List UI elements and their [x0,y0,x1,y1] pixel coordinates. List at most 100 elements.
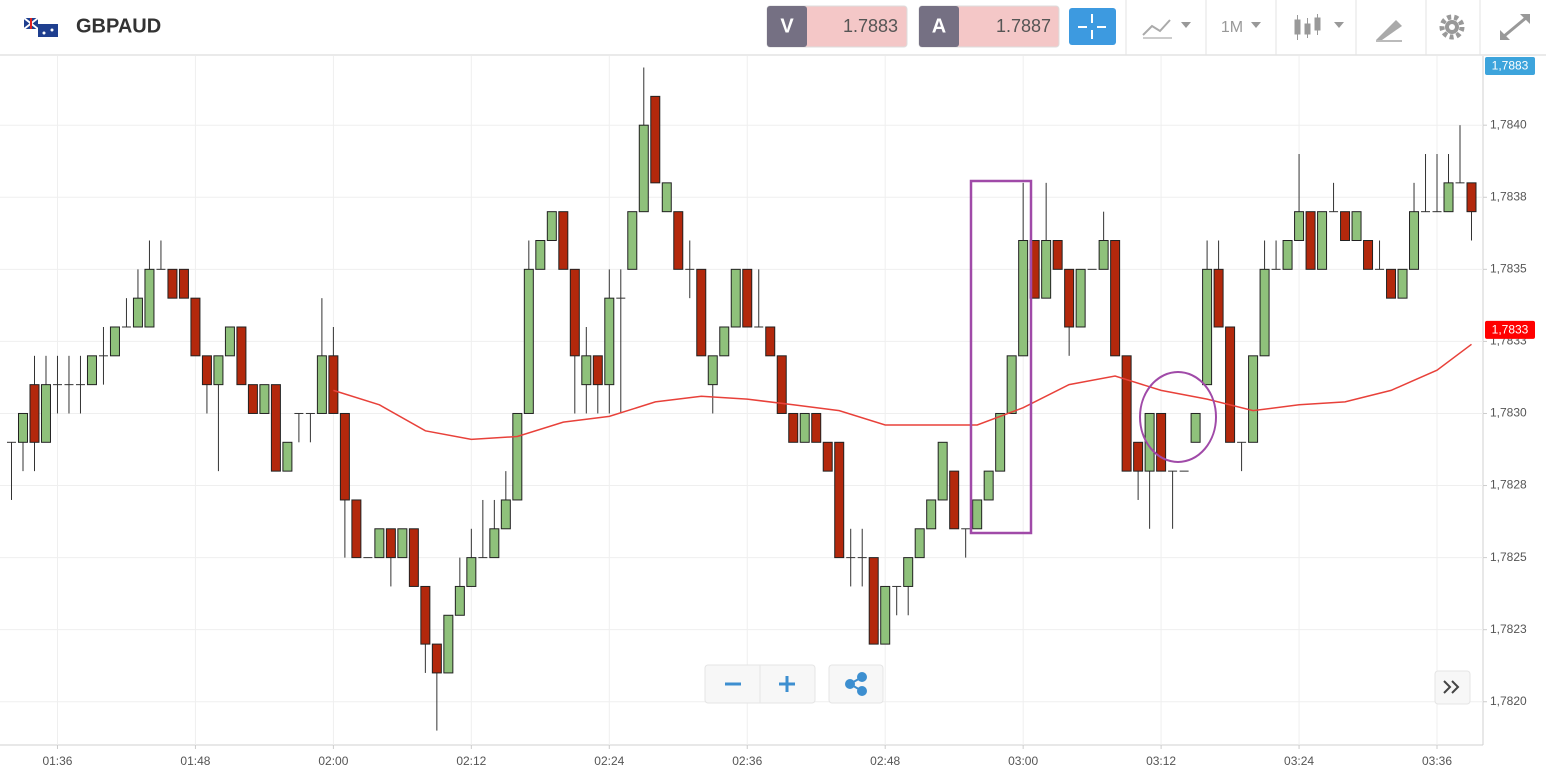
candle-body [1294,211,1305,242]
share-button[interactable] [828,664,884,704]
candle-body [213,355,224,386]
candle-body [1248,355,1259,443]
candle-body [64,384,74,386]
candle-body [627,211,638,270]
y-tick-label: 1,7828 [1490,478,1527,492]
candle-body [1329,211,1339,213]
grid: 1,7820 1,7823 1,7825 1,7828 1,7830 1,7833 1,78… [0,56,1527,768]
candle-body [1064,268,1075,328]
candle-body [1179,470,1189,472]
candle-body [1317,211,1328,270]
candle-body [937,441,948,501]
candle-body [1202,268,1213,386]
zoom-in-button[interactable] [779,676,795,692]
candle-body [868,557,879,645]
toolbar-separators [1125,0,1481,55]
candle-body [443,614,454,674]
last-price-label: 1,7833 [1492,323,1529,337]
buy-price: 1.7887 [996,16,1051,36]
candle-body [857,557,867,559]
crosshair-button[interactable] [1069,8,1116,45]
chart-type-button[interactable] [1294,14,1344,40]
candle-body [6,441,16,443]
draw-button[interactable] [1376,20,1402,42]
timeframe[interactable]: 1M [1221,19,1243,36]
candle-body [696,268,707,357]
candle-body [1363,240,1374,270]
x-tick-label: 02:12 [456,754,486,768]
candle-body [616,297,626,299]
flag-icon [23,17,58,37]
candle-body [1386,268,1397,299]
candle-body [305,412,315,414]
candle-body [1098,240,1109,270]
candle-body [454,585,465,616]
candle-body [270,384,281,472]
scroll-end-button[interactable] [1434,670,1471,705]
zoom-controls [704,664,1471,705]
fullscreen-button[interactable] [1500,14,1530,40]
candle-body [339,412,350,501]
candle-body [247,384,258,414]
candle-body [1237,441,1247,443]
x-tick-label: 03:00 [1008,754,1038,768]
marks [6,67,1477,731]
candle-body [834,441,845,559]
candle-body [489,528,500,559]
candle-body [661,182,672,213]
candle-body [558,211,569,270]
highlight-rectangle [969,179,1033,535]
candle-body [1006,355,1017,414]
candle-body [707,355,718,386]
candle-body [1018,240,1029,357]
scroll-end-icon [1443,680,1460,694]
candle-body [98,355,108,357]
candle-body [17,412,28,443]
candle-body [546,211,557,242]
candle-body [673,211,684,270]
y-tick-label: 1,7823 [1490,622,1527,636]
candle-body [592,355,603,386]
candle-body [1259,268,1270,357]
candle-body [742,268,753,328]
candle-body [363,557,373,559]
candle-body [1087,268,1097,270]
candle-body [1455,182,1465,184]
buy-label-box [919,6,959,47]
candle-body [1121,355,1132,472]
settings-button[interactable] [1439,14,1465,40]
candle-body [178,268,189,299]
indicator-button[interactable] [1142,19,1191,39]
candle-body [846,557,856,559]
candle-body [1443,182,1454,213]
candle-body [351,499,362,559]
sell-label: V [780,15,794,37]
candle-body [144,268,155,328]
candle-body [385,528,396,559]
candle-body [167,268,178,299]
candle-body [581,355,592,386]
candle-body [1409,211,1420,270]
moving-average-line [333,343,1472,441]
candle-body [190,297,201,357]
candle-body [86,355,97,386]
candle-body [972,499,983,530]
candle-body [638,124,649,213]
x-tick-label: 02:24 [594,754,624,768]
candle-body [156,268,166,270]
candle-body [730,268,741,328]
sell-price: 1.7883 [843,16,898,36]
candle-body [1397,268,1408,299]
candle-body [316,355,327,414]
candle-body [431,643,442,674]
candle-body [500,499,511,530]
candle-body [397,528,408,559]
candle-body [1144,412,1155,472]
candle-body [512,412,523,501]
candle-body [926,499,937,530]
y-tick-label: 1,7838 [1490,189,1527,203]
candle-body [1351,211,1362,242]
candle-body [121,326,131,328]
candle-body [535,240,546,270]
